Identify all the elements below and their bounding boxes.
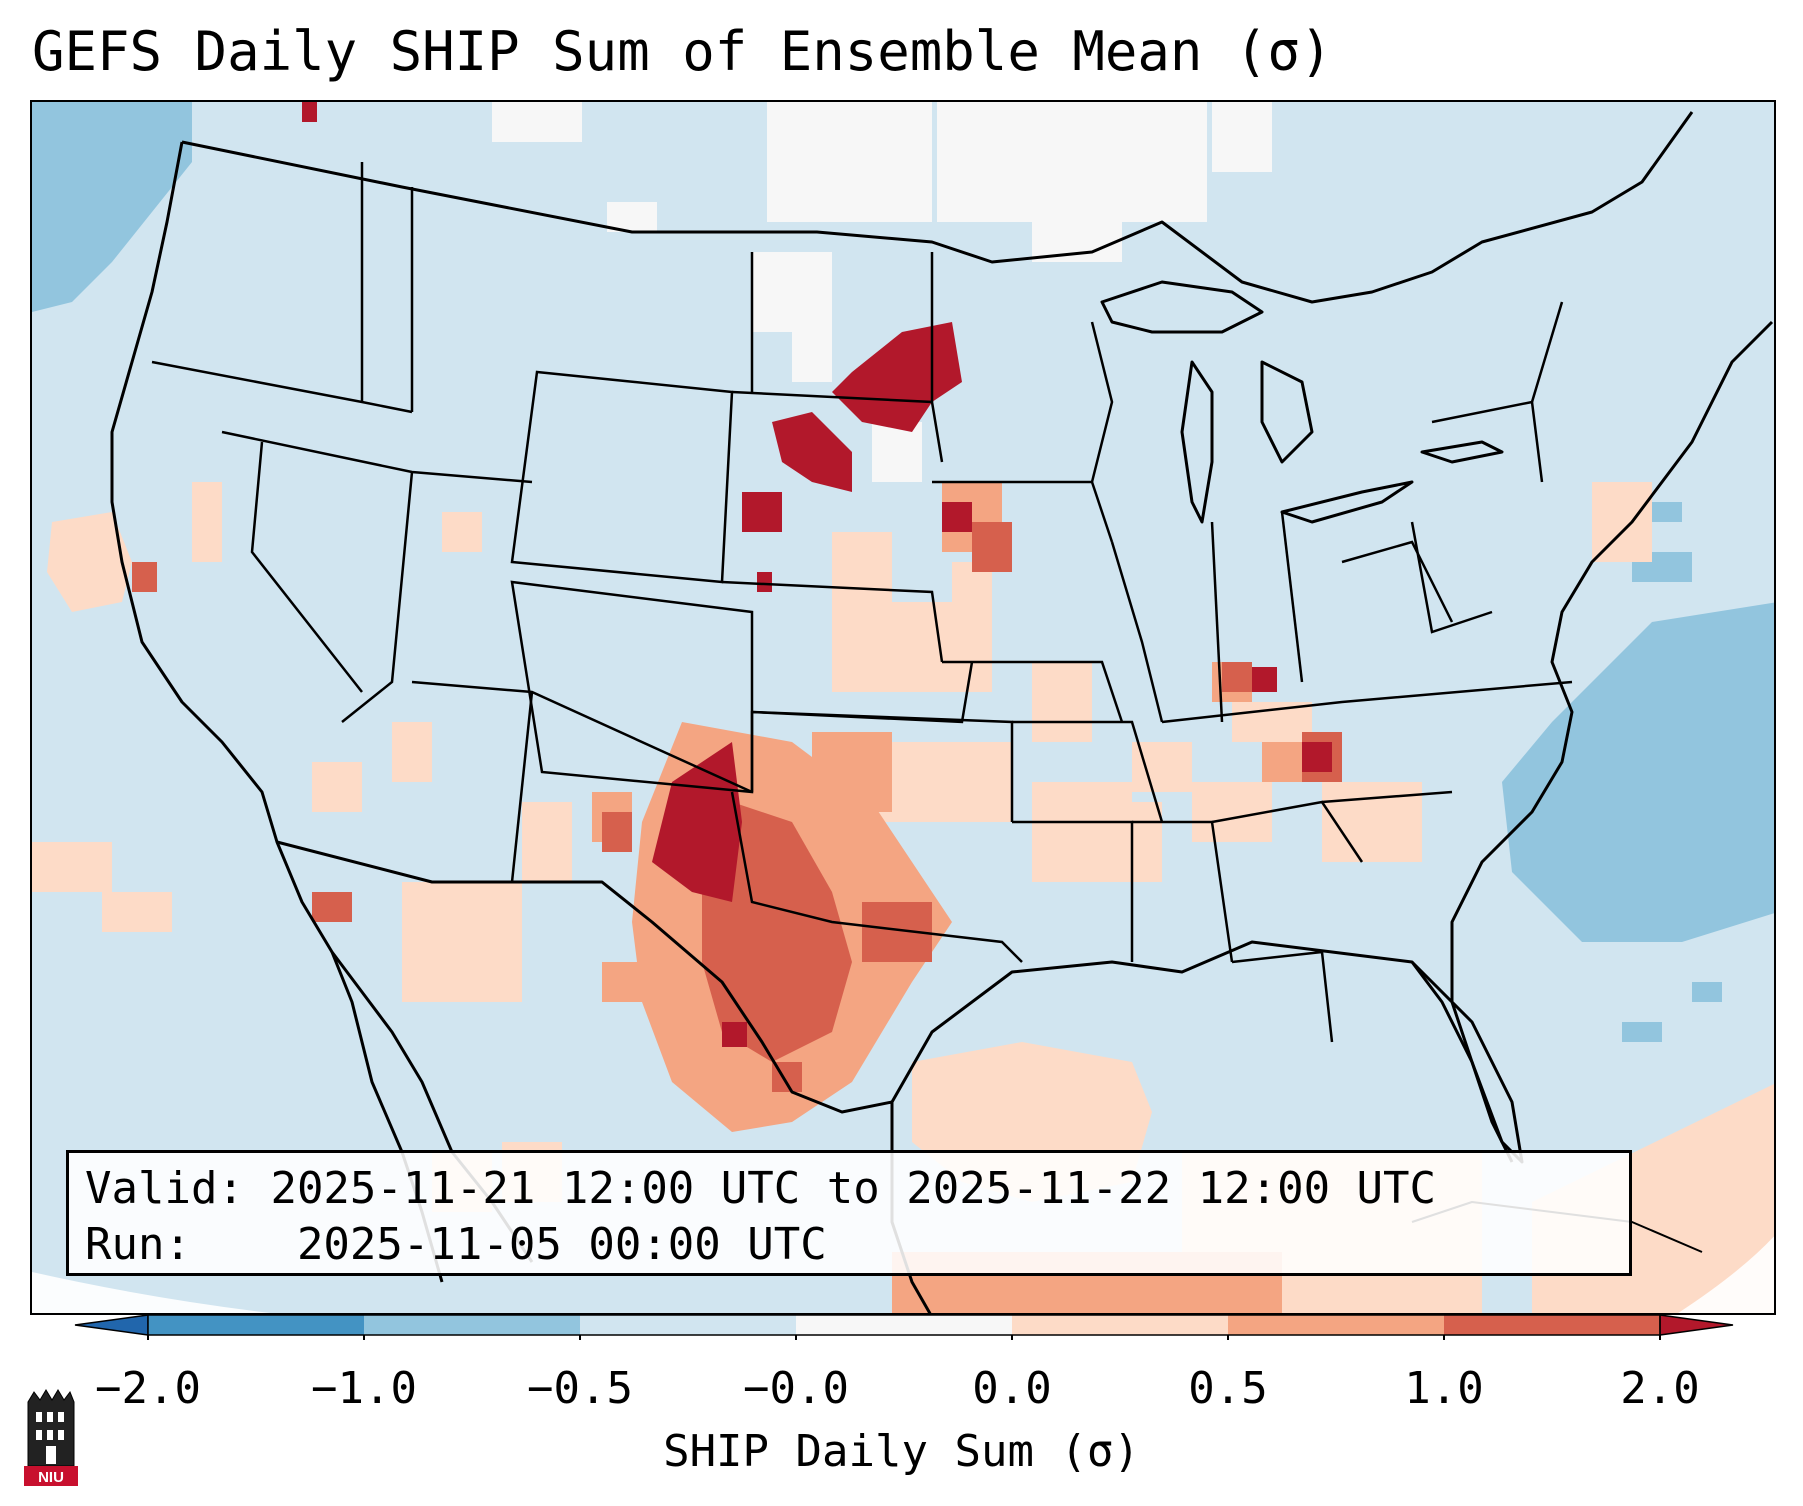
near-zero-region	[492, 102, 1272, 482]
us-mexico-border	[276, 840, 893, 1114]
colorbar-bin	[1012, 1315, 1228, 1335]
negative-anomaly-region	[32, 102, 1774, 1302]
colorbar-tick-label: −2.0	[95, 1363, 201, 1414]
east-coast	[1450, 320, 1774, 1002]
map-canvas	[32, 102, 1774, 1313]
west-coast	[110, 141, 534, 1263]
colorbar-tick-label: −0.5	[527, 1363, 633, 1414]
lake-erie	[1280, 480, 1414, 524]
lake-ontario	[1420, 440, 1504, 464]
positive-strong-region	[132, 522, 1342, 1092]
us-canada-border	[181, 111, 1694, 304]
map-panel[interactable]	[30, 100, 1776, 1315]
colorbar-tick-label: 0.0	[972, 1363, 1052, 1414]
colorbar	[74, 1314, 1734, 1340]
lake-huron	[1260, 360, 1314, 464]
lake-superior	[1100, 280, 1264, 334]
valid-label: Valid:	[85, 1163, 244, 1214]
projection-edge-right	[1678, 1236, 1774, 1313]
colorbar-bin	[148, 1315, 364, 1335]
university-seal-icon: NIU	[24, 1389, 78, 1486]
run-label: Run:	[85, 1219, 191, 1270]
projection-edge	[32, 1272, 271, 1313]
positive-extreme-region	[302, 102, 1332, 1047]
colorbar-extend-high	[1659, 1314, 1734, 1336]
colorbar-bin	[796, 1315, 1012, 1335]
florida	[1410, 961, 1514, 1163]
lake-michigan	[1180, 360, 1214, 524]
state-boundaries	[151, 162, 1573, 1043]
boundary-lines	[110, 111, 1774, 1313]
colorbar-tick-label: −0.0	[743, 1363, 849, 1414]
colorbar-bin	[364, 1315, 580, 1335]
colorbar-bin	[1444, 1315, 1660, 1335]
colorbar-bin	[580, 1315, 796, 1335]
colorbar-tick-label: 0.5	[1188, 1363, 1268, 1414]
colorbar-extend-low	[74, 1314, 149, 1336]
colorbar-tick-label: 2.0	[1620, 1363, 1700, 1414]
chart-title: GEFS Daily SHIP Sum of Ensemble Mean (σ)	[32, 20, 1333, 83]
run-value: 2025-11-05 00:00 UTC	[296, 1219, 827, 1270]
valid-value: 2025-11-21 12:00 UTC to 2025-11-22 12:00…	[270, 1163, 1437, 1214]
colorbar-bin	[1228, 1315, 1444, 1335]
colorbar-tick-label: 1.0	[1404, 1363, 1484, 1414]
logo-text: NIU	[38, 1469, 64, 1486]
field-neutral-negative	[32, 102, 1774, 1313]
colorbar-tick-label: −1.0	[311, 1363, 417, 1414]
colorbar-label: SHIP Daily Sum (σ)	[663, 1426, 1140, 1477]
validity-info-box: Valid: 2025-11-21 12:00 UTC to 2025-11-2…	[66, 1150, 1632, 1276]
